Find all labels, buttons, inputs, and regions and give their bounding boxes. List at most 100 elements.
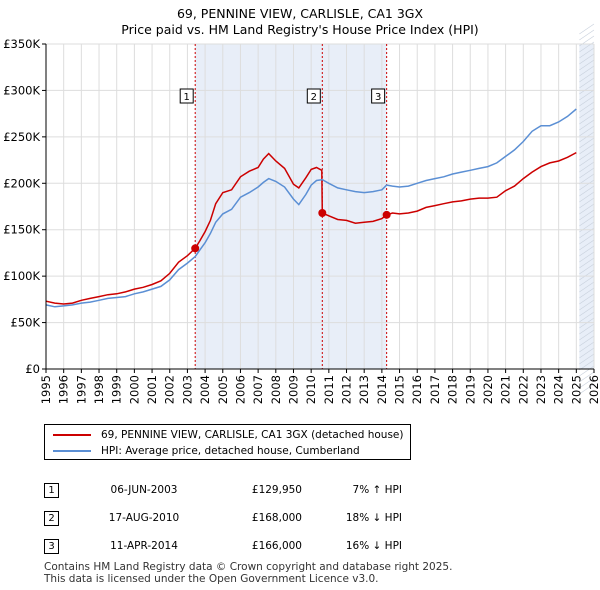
x-tick-label: 2015: [393, 375, 407, 404]
legend-swatch-red: [53, 434, 91, 436]
legend: 69, PENNINE VIEW, CARLISLE, CA1 3GX (det…: [44, 424, 411, 460]
sale-point-3: [382, 210, 391, 219]
sale-price: £168,000: [251, 512, 302, 524]
sale-price-cell: £166,000: [204, 532, 302, 560]
forecast-hatch: [579, 347, 595, 359]
sale-marker-box-1: [179, 88, 194, 104]
sale-date-cell: 17-AUG-2010: [84, 504, 204, 532]
forecast-hatch: [579, 341, 595, 353]
x-tick-label: 2000: [127, 375, 141, 404]
legend-item-property: 69, PENNINE VIEW, CARLISLE, CA1 3GX (det…: [53, 428, 404, 442]
forecast-hatch: [579, 269, 595, 281]
x-tick-label: 1997: [74, 375, 88, 404]
x-tick-label: 2004: [198, 375, 212, 404]
x-tick-label: 2007: [251, 375, 265, 404]
sale-hpi-change-cell: 18% ↓ HPI: [302, 504, 402, 532]
sale-marker-label-1: 1: [184, 92, 190, 103]
x-tick-label: 1996: [57, 375, 71, 404]
forecast-hatch: [579, 77, 595, 89]
forecast-hatch: [579, 59, 595, 71]
forecast-hatch: [579, 239, 595, 251]
forecast-hatch: [579, 365, 595, 377]
forecast-hatch: [579, 191, 595, 203]
forecast-hatch: [579, 323, 595, 335]
sale-price: £166,000: [251, 540, 302, 552]
legend-item-hpi: HPI: Average price, detached house, Cumb…: [53, 444, 360, 458]
sale-marker-label-2: 2: [311, 92, 317, 103]
x-tick-label: 2024: [552, 375, 566, 404]
x-tick-label: 2026: [587, 375, 600, 404]
sale-period-band: [195, 44, 387, 369]
forecast-hatch: [579, 329, 595, 341]
x-tick-label: 2020: [481, 375, 495, 404]
forecast-hatch: [579, 245, 595, 257]
sale-point-1: [191, 244, 200, 253]
forecast-hatch: [579, 137, 595, 149]
y-tick-label: £50K: [11, 316, 41, 330]
forecast-hatch: [579, 161, 595, 173]
sale-id: 1: [44, 482, 59, 498]
hpi-line: [45, 108, 577, 308]
x-tick-label: 2003: [180, 375, 194, 404]
x-tick-label: 2016: [410, 375, 424, 404]
forecast-hatch: [579, 257, 595, 269]
sales-table: 1 06-JUN-2003 £129,950 7% ↑ HPI 2 17-AUG-2010…: [44, 476, 402, 560]
forecast-hatch: [579, 29, 595, 41]
forecast-hatch: [579, 155, 595, 167]
y-tick-label: £100K: [3, 269, 40, 283]
y-tick-label: £150K: [3, 223, 40, 237]
y-tick-label: £200K: [3, 176, 40, 190]
y-tick-label: £350K: [3, 37, 40, 51]
forecast-hatch: [579, 107, 595, 119]
forecast-hatch: [579, 179, 595, 191]
forecast-band: [579, 44, 594, 369]
sale-hpi-change-cell: 7% ↑ HPI: [302, 476, 402, 504]
legend-swatch-blue: [53, 450, 91, 452]
y-tick-label: £300K: [3, 83, 40, 97]
x-tick-label: 2021: [499, 375, 513, 404]
forecast-hatch: [579, 359, 595, 371]
sale-hpi-change: 7% ↑ HPI: [352, 484, 402, 496]
forecast-hatch: [579, 251, 595, 263]
forecast-hatch: [579, 275, 595, 287]
forecast-hatch: [579, 311, 595, 323]
forecast-hatch: [579, 287, 595, 299]
x-tick-label: 1998: [92, 375, 106, 404]
chart-subtitle: Price paid vs. HM Land Registry's House …: [121, 22, 479, 37]
forecast-hatch: [579, 203, 595, 215]
forecast-hatch: [579, 263, 595, 275]
sale-row: 2 17-AUG-2010 £168,000 18% ↓ HPI: [44, 504, 402, 532]
sale-hpi-change: 18% ↓ HPI: [345, 512, 402, 524]
property-price-line: [45, 151, 577, 305]
forecast-hatch: [579, 305, 595, 317]
x-tick-label: 2005: [216, 375, 230, 404]
sale-id-cell: 1: [44, 476, 84, 504]
sale-price-cell: £168,000: [204, 504, 302, 532]
forecast-hatch: [579, 209, 595, 221]
x-tick-label: 2001: [145, 375, 159, 404]
price-chart: 1 2 3 £0 £50K £100K £150K £200K £250K £300K £350K 1…: [3, 23, 600, 404]
forecast-hatch: [579, 143, 595, 155]
forecast-hatch: [579, 47, 595, 59]
x-tick-label: 2025: [569, 375, 583, 404]
sale-marker-box-3: [371, 88, 386, 104]
x-tick-label: 2013: [357, 375, 371, 404]
forecast-hatch: [579, 299, 595, 311]
sale-date: 06-JUN-2003: [110, 484, 178, 496]
chart-title: 69, PENNINE VIEW, CARLISLE, CA1 3GX: [176, 6, 424, 21]
sale-marker-box-2: [306, 88, 321, 104]
x-tick-label: 2010: [304, 375, 318, 404]
forecast-hatch: [579, 125, 595, 137]
forecast-hatch: [579, 383, 595, 395]
forecast-hatch: [579, 371, 595, 383]
forecast-hatch: [579, 377, 595, 389]
legend-label-hpi: HPI: Average price, detached house, Cumb…: [101, 445, 360, 457]
sale-id: 3: [44, 538, 59, 554]
sale-hpi-change: 16% ↓ HPI: [345, 540, 402, 552]
forecast-hatch: [579, 95, 595, 107]
forecast-hatch: [579, 293, 595, 305]
forecast-hatch: [579, 281, 595, 293]
sale-price-cell: £129,950: [204, 476, 302, 504]
forecast-hatch: [579, 23, 595, 35]
forecast-hatch: [579, 101, 595, 113]
